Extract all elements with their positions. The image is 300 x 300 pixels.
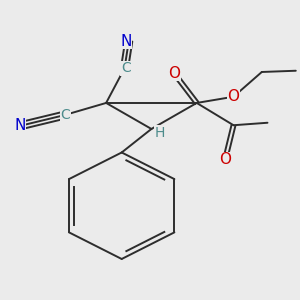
Text: N: N <box>14 118 26 133</box>
Text: O: O <box>168 66 180 81</box>
Text: C: C <box>60 108 70 122</box>
Text: N: N <box>120 34 132 49</box>
Text: C: C <box>121 61 131 75</box>
Text: H: H <box>155 126 165 140</box>
Text: O: O <box>227 89 239 104</box>
Text: O: O <box>219 152 231 167</box>
